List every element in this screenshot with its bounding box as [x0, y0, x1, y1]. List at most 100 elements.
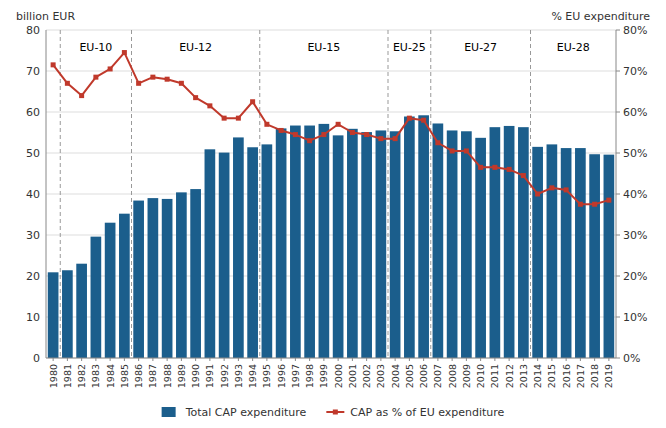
- marker: [207, 103, 212, 108]
- x-tick-label: 2013: [518, 364, 529, 388]
- x-tick-label: 1989: [176, 364, 187, 388]
- x-tick: [95, 358, 96, 361]
- y2-tick: [616, 30, 620, 31]
- bar: [62, 270, 73, 358]
- x-tick: [452, 358, 453, 361]
- group-label: EU-25: [393, 41, 426, 54]
- y-tick-label: 60: [26, 106, 40, 119]
- x-tick-label: 2012: [504, 364, 515, 388]
- legend-label: CAP as % of EU expenditure: [350, 406, 504, 419]
- x-tick: [380, 358, 381, 361]
- marker: [450, 148, 455, 153]
- x-tick-label: 1983: [90, 364, 101, 388]
- x-tick-label: 1995: [261, 364, 272, 388]
- y2-tick-label: 10%: [623, 311, 647, 324]
- y2-tick-label: 0%: [623, 352, 640, 365]
- x-tick: [281, 358, 282, 361]
- x-tick: [110, 358, 111, 361]
- x-tick-label: 1986: [133, 364, 144, 388]
- x-tick-label: 1994: [247, 364, 258, 388]
- bar: [319, 124, 330, 358]
- bar: [119, 214, 130, 358]
- x-tick-label: 2002: [361, 364, 372, 388]
- marker: [592, 202, 597, 207]
- x-tick: [181, 358, 182, 361]
- bar: [105, 223, 116, 358]
- marker: [336, 122, 341, 127]
- marker: [492, 165, 497, 170]
- marker: [136, 81, 141, 86]
- bar: [91, 237, 102, 358]
- y-tick-label: 40: [26, 188, 40, 201]
- marker: [535, 192, 540, 197]
- x-tick: [580, 358, 581, 361]
- x-tick: [295, 358, 296, 361]
- y2-tick: [616, 112, 620, 113]
- line: [53, 53, 609, 205]
- y-tick-label: 10: [26, 311, 40, 324]
- y2-axis: [616, 30, 617, 358]
- bar: [162, 199, 173, 358]
- bar: [589, 154, 600, 358]
- x-tick: [124, 358, 125, 361]
- group-label: EU-28: [557, 41, 590, 54]
- x-tick-label: 2005: [404, 364, 415, 388]
- marker: [321, 132, 326, 137]
- x-tick: [509, 358, 510, 361]
- bar: [276, 128, 287, 358]
- bar: [604, 155, 615, 358]
- marker: [264, 122, 269, 127]
- y-tick-label: 0: [33, 352, 40, 365]
- x-tick: [323, 358, 324, 361]
- x-tick-label: 1999: [318, 364, 329, 388]
- y-tick-label: 20: [26, 270, 40, 283]
- bar: [418, 115, 429, 358]
- bar: [561, 148, 572, 358]
- x-tick-label: 2000: [333, 364, 344, 388]
- legend-swatch: [162, 407, 176, 417]
- legend-item: CAP as % of EU expenditure: [326, 406, 504, 419]
- y-axis: [46, 30, 47, 358]
- x-tick-label: 2011: [489, 364, 500, 388]
- y2-tick: [616, 358, 620, 359]
- x-tick-label: 2017: [575, 364, 586, 388]
- group-label: EU-12: [179, 41, 212, 54]
- marker: [93, 75, 98, 80]
- y2-tick: [616, 317, 620, 318]
- y-axis-label: billion EUR: [16, 10, 75, 23]
- y-tick-label: 30: [26, 229, 40, 242]
- bar: [376, 130, 387, 358]
- marker: [165, 77, 170, 82]
- bar: [490, 127, 501, 358]
- x-tick: [81, 358, 82, 361]
- legend-item: Total CAP expenditure: [162, 406, 307, 419]
- marker: [393, 136, 398, 141]
- y2-tick-label: 20%: [623, 270, 647, 283]
- group-label: EU-27: [464, 41, 497, 54]
- x-tick-label: 1990: [190, 364, 201, 388]
- marker: [606, 198, 611, 203]
- x-tick-label: 1998: [304, 364, 315, 388]
- x-tick-label: 1985: [119, 364, 130, 388]
- bar: [148, 198, 159, 358]
- marker: [108, 66, 113, 71]
- grid-line: [46, 112, 616, 113]
- x-tick-label: 2016: [561, 364, 572, 388]
- x-tick-label: 1980: [48, 364, 59, 388]
- marker: [279, 128, 284, 133]
- marker: [364, 132, 369, 137]
- bar: [575, 148, 586, 358]
- y-tick-label: 50: [26, 147, 40, 160]
- marker: [378, 136, 383, 141]
- y2-tick-label: 70%: [623, 65, 647, 78]
- y2-tick: [616, 71, 620, 72]
- grid-line: [46, 358, 616, 359]
- x-tick: [53, 358, 54, 361]
- x-tick-label: 2019: [603, 364, 614, 388]
- marker: [293, 132, 298, 137]
- x-tick-label: 1981: [62, 364, 73, 388]
- x-tick-label: 2009: [461, 364, 472, 388]
- legend-marker: [333, 410, 338, 415]
- x-tick-label: 2010: [475, 364, 486, 388]
- marker: [464, 148, 469, 153]
